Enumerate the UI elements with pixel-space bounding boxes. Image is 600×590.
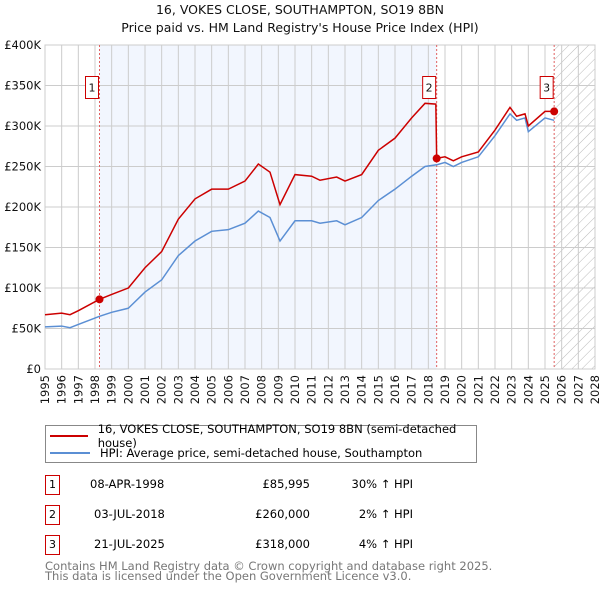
x-tick-label: 2008 (255, 375, 269, 404)
y-tick-label: £250K (4, 160, 41, 174)
x-tick-label: 1995 (38, 375, 52, 404)
marker-badge: 2 (45, 505, 60, 525)
sale-price: £318,000 (255, 537, 310, 551)
x-tick-label: 2000 (121, 375, 135, 404)
x-tick-label: 2021 (471, 375, 485, 404)
x-tick-label: 1998 (88, 375, 102, 404)
x-tick-label: 2011 (305, 375, 319, 404)
chart-title: 16, VOKES CLOSE, SOUTHAMPTON, SO19 8BN (155, 2, 445, 17)
y-tick-label: £300K (4, 119, 41, 133)
x-tick-label: 2024 (521, 375, 535, 404)
plot-frame (44, 44, 596, 370)
marker-badge: 1 (45, 475, 60, 495)
x-tick-label: 2012 (321, 375, 335, 404)
sale-label-box (539, 76, 554, 99)
sale-label-box (85, 76, 99, 99)
x-tick-label: 2027 (571, 375, 585, 404)
x-tick-label: 1999 (105, 375, 119, 404)
x-tick-label: 2026 (555, 375, 569, 404)
sale-label-box (422, 76, 437, 99)
sale-point (432, 154, 441, 163)
sale-price: £260,000 (255, 507, 310, 521)
x-tick-label: 2009 (271, 375, 285, 404)
hpi-delta: 4% ↑ HPI (358, 537, 413, 551)
x-tick-label: 2025 (538, 375, 552, 404)
x-tick-label: 2016 (388, 375, 402, 404)
footer-copyright: Contains HM Land Registry data © Crown c… (45, 559, 493, 573)
x-tick-label: 2001 (138, 375, 152, 404)
x-tick-label: 2018 (421, 375, 435, 404)
y-tick-label: £350K (4, 79, 41, 93)
y-tick-label: £100K (4, 281, 41, 295)
price-chart: 1995 1996 1997 1998 1999 2000 2001 2002 2003 2004… (4, 38, 600, 404)
hpi-delta: 30% ↑ HPI (351, 477, 413, 491)
legend-swatch (50, 435, 88, 437)
table-row: 1 08-APR-1998 £85,995 30% ↑ HPI (45, 475, 445, 495)
legend-label: 16, VOKES CLOSE, SOUTHAMPTON, SO19 8BN (… (97, 422, 457, 450)
x-tick-label: 2019 (438, 375, 452, 404)
y-tick-label: £150K (4, 241, 41, 255)
x-tick-label: 2028 (588, 375, 600, 404)
chart-subtitle: Price paid vs. HM Land Registry's House … (121, 20, 479, 35)
x-tick-label: 2014 (355, 375, 369, 404)
x-tick-label: 2017 (405, 375, 419, 404)
series-line (44, 102, 555, 316)
x-tick-label: 1996 (55, 375, 69, 404)
x-tick-label: 2005 (205, 375, 219, 404)
sale-point (95, 295, 104, 304)
x-tick-label: 1997 (71, 375, 85, 404)
x-tick-label: 2010 (288, 375, 302, 404)
legend-label: HPI: Average price, semi-detached house,… (100, 446, 423, 460)
x-tick-label: 2006 (221, 375, 235, 404)
table-row: 2 03-JUL-2018 £260,000 2% ↑ HPI (45, 505, 445, 525)
sale-label: 1 (89, 82, 96, 95)
x-tick-label: 2020 (455, 375, 469, 404)
x-tick-label: 2013 (338, 375, 352, 404)
sale-date: 21-JUL-2025 (94, 537, 165, 551)
x-tick-label: 2007 (238, 375, 252, 404)
legend-item-hpi: HPI: Average price, semi-detached house,… (50, 445, 422, 461)
marker-badge: 3 (45, 535, 60, 555)
sale-label: 3 (543, 82, 550, 95)
series-line (44, 112, 555, 329)
x-tick-label: 2003 (171, 375, 185, 404)
legend-item-property: 16, VOKES CLOSE, SOUTHAMPTON, SO19 8BN (… (50, 422, 476, 450)
x-tick-label: 2015 (371, 375, 385, 404)
sale-date: 08-APR-1998 (90, 477, 165, 491)
footer-licence: This data is licensed under the Open Gov… (45, 569, 412, 583)
y-tick-label: £200K (4, 200, 41, 214)
x-tick-label: 2004 (188, 375, 202, 404)
sale-label: 2 (426, 82, 433, 95)
legend: 16, VOKES CLOSE, SOUTHAMPTON, SO19 8BN (… (45, 422, 477, 463)
x-tick-label: 2023 (505, 375, 519, 404)
legend-swatch (50, 452, 90, 454)
sale-price: £85,995 (262, 477, 310, 491)
sale-point (550, 107, 559, 116)
table-row: 3 21-JUL-2025 £318,000 4% ↑ HPI (45, 535, 445, 555)
hpi-delta: 2% ↑ HPI (358, 507, 413, 521)
y-tick-label: £50K (12, 322, 42, 336)
sale-date: 03-JUL-2018 (94, 507, 165, 521)
x-tick-label: 2002 (155, 375, 169, 404)
y-tick-label: £400K (4, 38, 41, 52)
x-tick-label: 2022 (488, 375, 502, 404)
y-tick-label: £0 (26, 362, 41, 376)
